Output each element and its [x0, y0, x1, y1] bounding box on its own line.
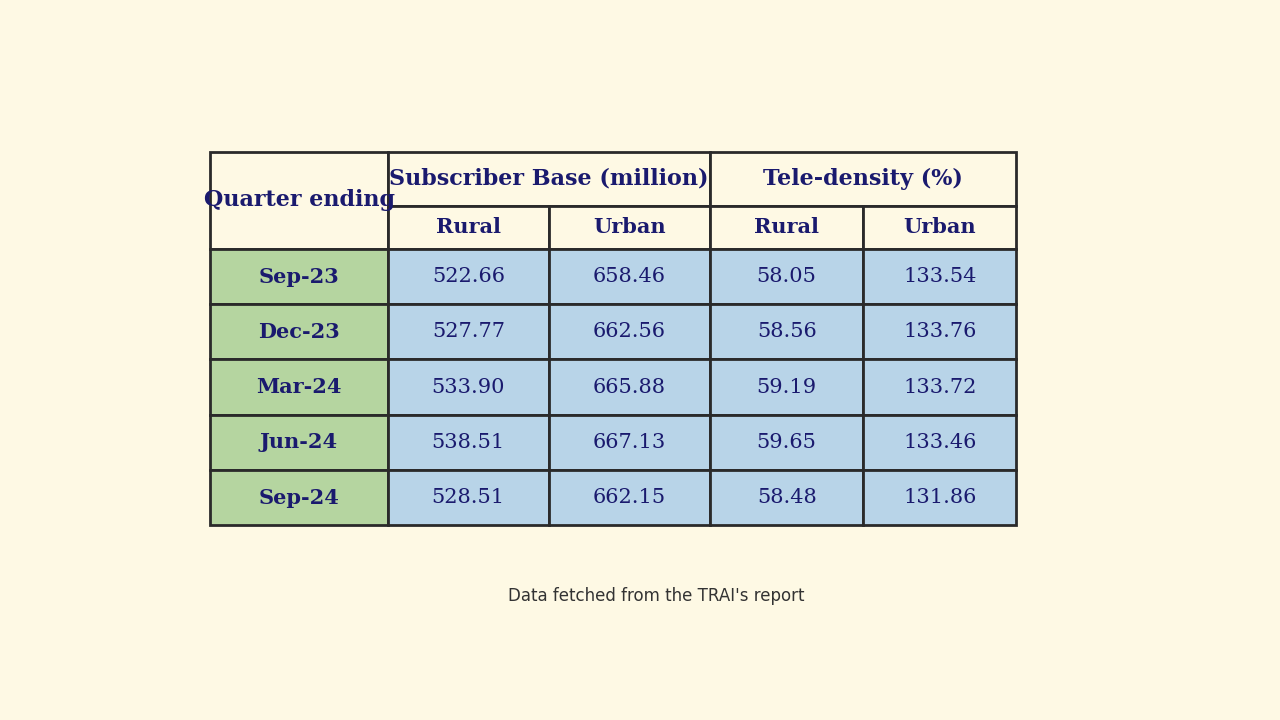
Text: 533.90: 533.90 — [431, 377, 506, 397]
Text: 527.77: 527.77 — [431, 323, 504, 341]
Text: 58.48: 58.48 — [756, 488, 817, 507]
Bar — [710, 470, 863, 526]
Text: Sep-24: Sep-24 — [259, 487, 339, 508]
Bar — [710, 415, 863, 470]
Text: 133.72: 133.72 — [904, 377, 977, 397]
Bar — [549, 206, 710, 249]
Bar — [388, 206, 549, 249]
Bar — [210, 470, 388, 526]
Text: 662.56: 662.56 — [593, 323, 666, 341]
Bar — [710, 359, 863, 415]
Text: Jun-24: Jun-24 — [260, 433, 338, 452]
Bar — [388, 249, 549, 305]
Bar — [388, 152, 710, 206]
Bar — [863, 305, 1016, 359]
Text: Tele-density (%): Tele-density (%) — [763, 168, 963, 190]
Bar — [210, 415, 388, 470]
Bar — [710, 152, 1016, 206]
Bar — [710, 305, 863, 359]
Bar — [710, 206, 863, 249]
Text: 665.88: 665.88 — [593, 377, 666, 397]
Bar — [863, 249, 1016, 305]
Bar — [210, 152, 388, 249]
Text: 133.76: 133.76 — [904, 323, 977, 341]
Text: Urban: Urban — [904, 217, 977, 238]
Text: Rural: Rural — [754, 217, 819, 238]
Text: 528.51: 528.51 — [431, 488, 504, 507]
Text: 538.51: 538.51 — [431, 433, 504, 452]
Text: 58.05: 58.05 — [756, 267, 817, 286]
Text: Subscriber Base (million): Subscriber Base (million) — [389, 168, 709, 190]
Bar — [210, 249, 388, 305]
Bar — [863, 359, 1016, 415]
Bar — [388, 470, 549, 526]
Bar — [210, 359, 388, 415]
Text: Mar-24: Mar-24 — [256, 377, 342, 397]
Bar — [549, 359, 710, 415]
Bar — [210, 305, 388, 359]
Bar — [863, 415, 1016, 470]
Bar — [549, 249, 710, 305]
Bar — [549, 470, 710, 526]
Text: 58.56: 58.56 — [756, 323, 817, 341]
Bar — [388, 305, 549, 359]
Text: 658.46: 658.46 — [593, 267, 666, 286]
Bar — [710, 249, 863, 305]
Text: Quarter ending: Quarter ending — [204, 189, 394, 212]
Text: 59.65: 59.65 — [756, 433, 817, 452]
Text: Urban: Urban — [593, 217, 666, 238]
Bar — [388, 359, 549, 415]
Bar — [863, 470, 1016, 526]
Text: Dec-23: Dec-23 — [259, 322, 340, 342]
Text: 59.19: 59.19 — [756, 377, 817, 397]
Text: 131.86: 131.86 — [904, 488, 977, 507]
Text: Rural: Rural — [435, 217, 500, 238]
Bar — [388, 415, 549, 470]
Text: 133.54: 133.54 — [904, 267, 977, 286]
Bar — [549, 305, 710, 359]
Bar — [549, 415, 710, 470]
Text: Sep-23: Sep-23 — [259, 266, 339, 287]
Text: Data fetched from the TRAI's report: Data fetched from the TRAI's report — [508, 588, 804, 606]
Text: 522.66: 522.66 — [431, 267, 504, 286]
Text: 662.15: 662.15 — [593, 488, 666, 507]
Text: 667.13: 667.13 — [593, 433, 666, 452]
Text: 133.46: 133.46 — [904, 433, 977, 452]
Bar — [863, 206, 1016, 249]
